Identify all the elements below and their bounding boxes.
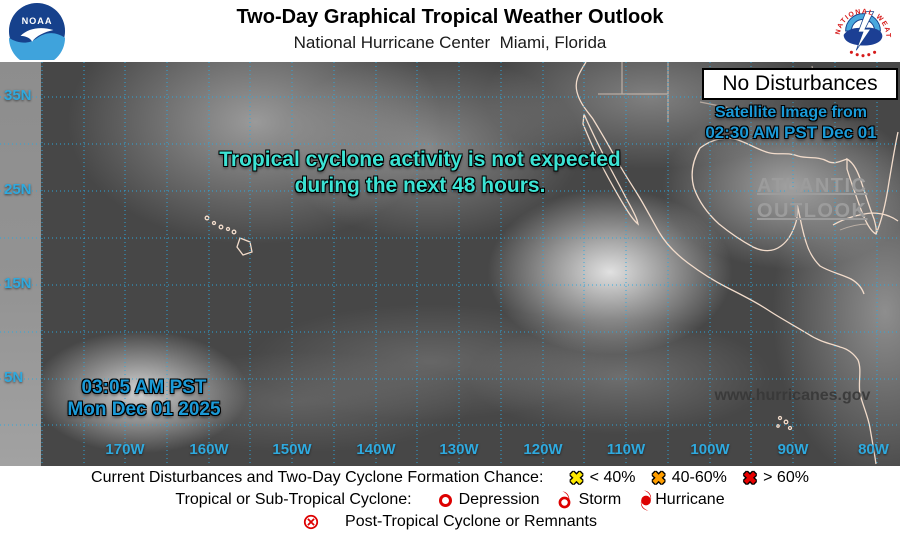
satellite-map: 35N 25N 15N 5N 170W 160W 150W 140W 130W …: [0, 62, 900, 466]
legend-row-post-tropical: Post-Tropical Cyclone or Remnants: [0, 512, 900, 532]
legend: Current Disturbances and Two-Day Cyclone…: [0, 466, 900, 533]
issuance-time: 03:05 AM PST Mon Dec 01 2025: [48, 377, 240, 421]
latlon-grid: [0, 62, 900, 466]
cyclone-label: Tropical or Sub-Tropical Cyclone:: [175, 491, 412, 508]
outlook-message-line1: Tropical cyclone activity is not expecte…: [219, 148, 621, 171]
issuance-time-line2: Mon Dec 01 2025: [67, 399, 221, 420]
atlantic-outlook-line1[interactable]: ATLANTIC: [757, 175, 868, 197]
chance-label: Current Disturbances and Two-Day Cyclone…: [91, 469, 544, 486]
page-subtitle: National Hurricane Center Miami, Florida: [293, 33, 607, 52]
lon-label: 100W: [690, 441, 730, 458]
lon-label: 170W: [105, 441, 145, 458]
satellite-sector-edge: [0, 62, 41, 466]
satellite-caption: Satellite Image from 02:30 AM PST Dec 01: [685, 104, 897, 143]
lon-label: 80W: [858, 441, 889, 458]
post-tropical-label: Post-Tropical Cyclone or Remnants: [345, 513, 597, 530]
lat-label: 15N: [4, 275, 32, 292]
page-title: Two-Day Graphical Tropical Weather Outlo…: [236, 6, 664, 28]
atlantic-outlook-link[interactable]: ATLANTIC OUTLOOK: [757, 174, 868, 224]
chance-item-label: > 60%: [763, 469, 809, 486]
noaa-logo-icon[interactable]: NOAA: [8, 2, 66, 60]
lon-label: 160W: [189, 441, 229, 458]
depression-icon: [438, 493, 452, 507]
noaa-logo-text: NOAA: [22, 16, 53, 26]
lat-label: 5N: [4, 369, 24, 386]
x-icon: ✖: [651, 468, 666, 488]
lon-label: 150W: [272, 441, 312, 458]
satellite-imagery: [0, 62, 900, 466]
nws-logo-icon[interactable]: NATIONAL WEATHER SERVICE: [834, 2, 892, 60]
cyclone-item-label: Hurricane: [655, 491, 725, 508]
lon-label: 140W: [356, 441, 396, 458]
header: NOAA Two-Day Graphical Tropical Weather …: [0, 0, 900, 62]
x-icon: ✖: [742, 468, 758, 488]
chance-item-label: 40-60%: [671, 469, 727, 486]
hurricane-icon: [641, 489, 652, 511]
cyclone-item-label: Depression: [458, 491, 540, 508]
galapagos-islands: [776, 415, 793, 431]
atlantic-outlook-line2[interactable]: OUTLOOK: [757, 200, 868, 222]
legend-row-chance: Current Disturbances and Two-Day Cyclone…: [0, 468, 900, 488]
lat-label: 25N: [4, 181, 32, 198]
legend-row-cyclone: Tropical or Sub-Tropical Cyclone: Depres…: [0, 489, 900, 511]
x-icon: ✖: [569, 468, 584, 488]
nws-logo-stars: [849, 50, 877, 58]
post-tropical-icon: [303, 514, 319, 530]
outlook-message-line2: during the next 48 hours.: [294, 174, 546, 197]
lon-label: 110W: [606, 441, 646, 458]
lon-label: 90W: [777, 441, 809, 458]
hawaii-islands: [204, 215, 253, 256]
storm-icon: [558, 491, 570, 509]
lat-label: 35N: [4, 87, 32, 104]
satellite-caption-line1: Satellite Image from: [714, 104, 868, 121]
status-badge: No Disturbances: [702, 68, 898, 100]
issuance-time-line1: 03:05 AM PST: [81, 377, 207, 398]
cyclone-item-label: Storm: [578, 491, 622, 508]
lon-label: 120W: [523, 441, 563, 458]
coastlines: [204, 62, 899, 465]
satellite-caption-line2: 02:30 AM PST Dec 01: [705, 123, 877, 142]
lon-label: 130W: [439, 441, 479, 458]
website-watermark: www.hurricanes.gov: [714, 387, 871, 404]
chance-item-label: < 40%: [589, 469, 636, 486]
